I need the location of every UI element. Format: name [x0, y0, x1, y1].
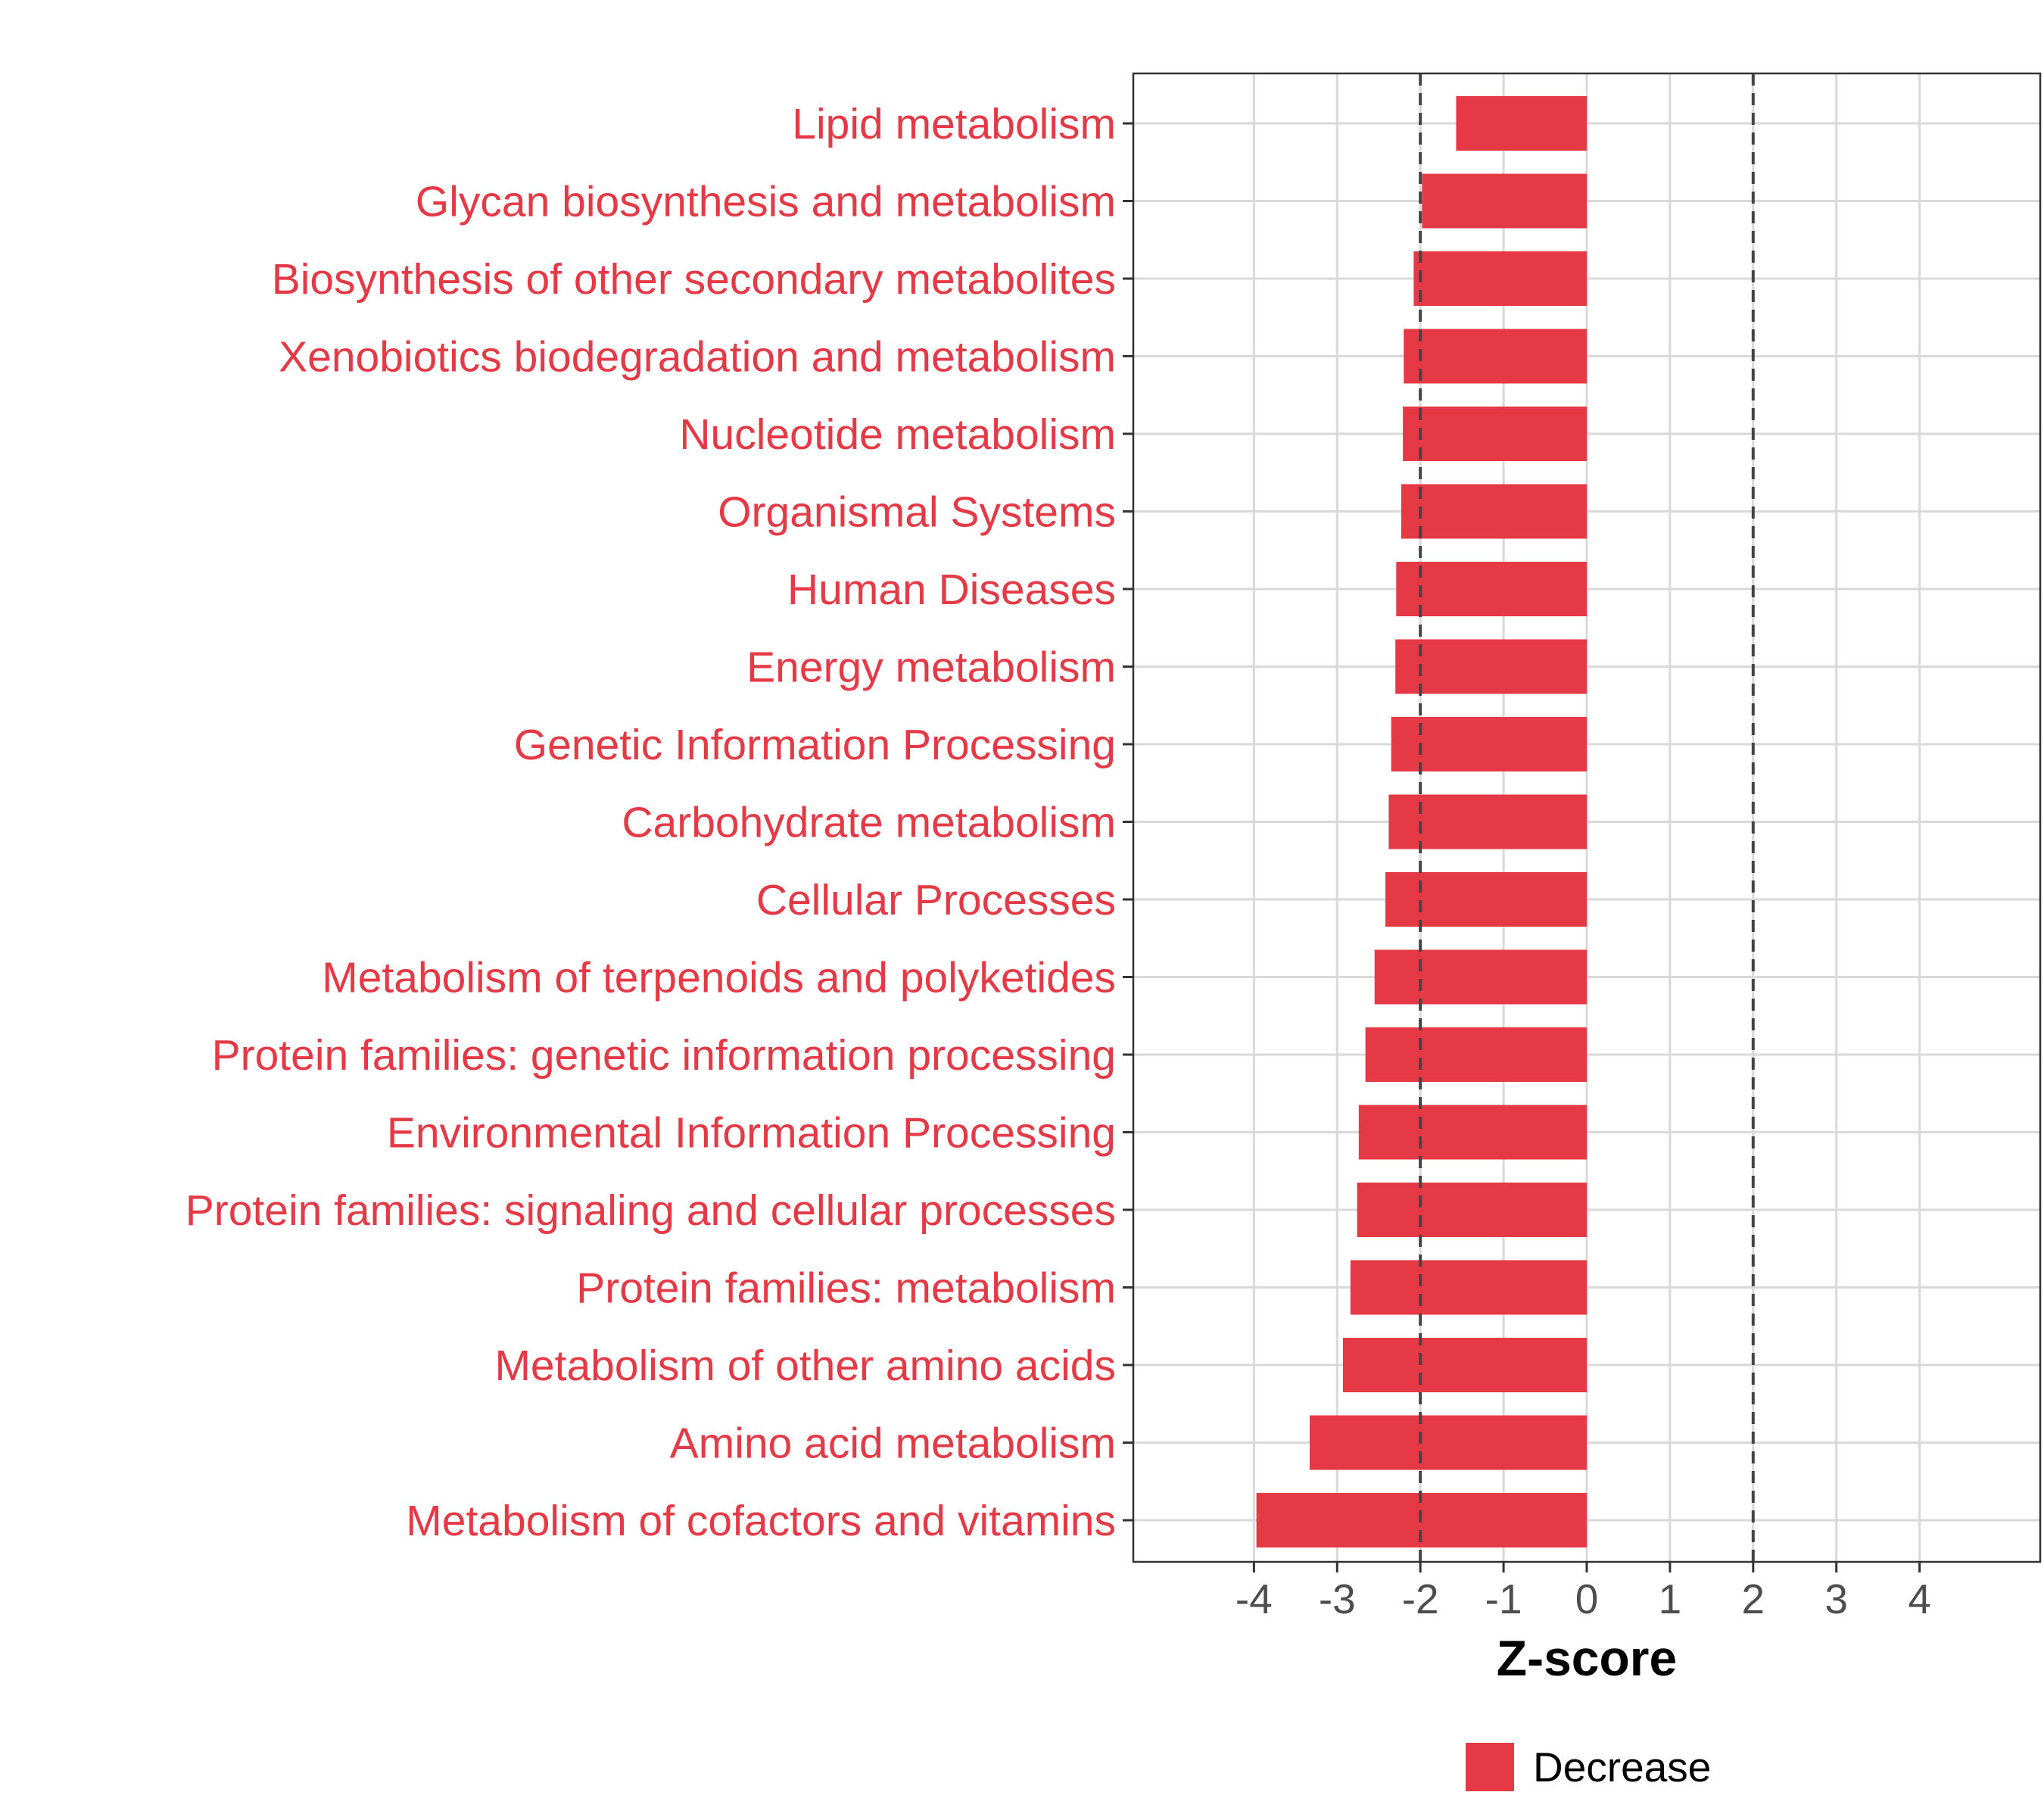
- x-tick-label: 1: [1659, 1575, 1682, 1622]
- y-tick-label: Metabolism of terpenoids and polyketides: [322, 954, 1116, 1002]
- bar: [1385, 872, 1587, 927]
- x-tick-label: -4: [1235, 1575, 1273, 1622]
- y-axis-ticks: Lipid metabolism Glycan biosynthesis and …: [185, 100, 1133, 1545]
- y-tick-label: Carbohydrate metabolism: [622, 799, 1116, 847]
- y-tick-label: Metabolism of other amino acids: [494, 1342, 1116, 1390]
- y-tick-label: Nucleotide metabolism: [679, 410, 1116, 459]
- y-tick-label: Protein families: metabolism: [576, 1264, 1116, 1313]
- bar: [1374, 949, 1587, 1005]
- bar: [1413, 251, 1587, 306]
- bar: [1404, 329, 1587, 384]
- bar: [1357, 1183, 1587, 1237]
- bar: [1388, 794, 1587, 849]
- bar: [1456, 96, 1587, 151]
- y-tick-label: Cellular Processes: [756, 876, 1116, 924]
- bar: [1365, 1027, 1587, 1082]
- y-tick-label: Protein families: signaling and cellular…: [185, 1186, 1116, 1235]
- y-tick-label: Metabolism of cofactors and vitamins: [406, 1497, 1116, 1545]
- y-tick-label: Protein families: genetic information pr…: [212, 1031, 1116, 1080]
- legend-key-decrease: [1466, 1743, 1514, 1791]
- x-axis-ticks: -4 -3 -2 -1 0 1 2 3 4: [1235, 1562, 1931, 1622]
- y-tick-label: Organismal Systems: [718, 488, 1116, 537]
- x-tick-label: -1: [1485, 1575, 1522, 1622]
- y-tick-label: Glycan biosynthesis and metabolism: [416, 178, 1116, 226]
- x-tick-label: -3: [1319, 1575, 1356, 1622]
- y-tick-label: Lipid metabolism: [792, 100, 1116, 148]
- legend: Decrease: [1466, 1743, 1711, 1791]
- bar: [1391, 717, 1587, 771]
- bar: [1401, 484, 1587, 539]
- x-axis-title: Z-score: [1497, 1630, 1677, 1686]
- bar: [1310, 1415, 1587, 1470]
- y-tick-label: Amino acid metabolism: [670, 1420, 1116, 1468]
- y-tick-label: Human Diseases: [787, 566, 1116, 614]
- y-tick-label: Xenobiotics biodegradation and metabolis…: [279, 333, 1116, 382]
- x-tick-label: 3: [1824, 1575, 1848, 1622]
- bar: [1396, 562, 1587, 616]
- x-tick-label: -2: [1402, 1575, 1439, 1622]
- bar: [1350, 1260, 1587, 1315]
- bar: [1395, 639, 1587, 694]
- y-tick-label: Environmental Information Processing: [387, 1109, 1116, 1158]
- legend-label-decrease: Decrease: [1533, 1744, 1711, 1791]
- y-tick-label: Biosynthesis of other secondary metaboli…: [272, 255, 1116, 304]
- reference-line-layer: [1419, 73, 1755, 1562]
- y-tick-label: Energy metabolism: [746, 644, 1116, 692]
- x-tick-label: 4: [1908, 1575, 1931, 1622]
- x-tick-label: 0: [1575, 1575, 1599, 1622]
- bar: [1358, 1105, 1587, 1160]
- bar: [1403, 407, 1587, 461]
- x-tick-label: 2: [1742, 1575, 1765, 1622]
- bar: [1342, 1338, 1587, 1392]
- bar: [1422, 173, 1587, 229]
- y-tick-label: Genetic Information Processing: [514, 721, 1116, 769]
